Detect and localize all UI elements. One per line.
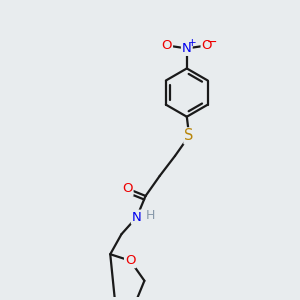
Text: N: N — [182, 42, 192, 55]
Text: N: N — [132, 211, 142, 224]
Text: O: O — [202, 39, 212, 52]
Text: O: O — [125, 254, 136, 267]
Text: +: + — [188, 38, 197, 48]
Text: H: H — [145, 209, 155, 222]
Text: −: − — [207, 35, 217, 48]
Text: O: O — [122, 182, 133, 195]
Text: O: O — [161, 39, 172, 52]
Text: S: S — [184, 128, 194, 143]
